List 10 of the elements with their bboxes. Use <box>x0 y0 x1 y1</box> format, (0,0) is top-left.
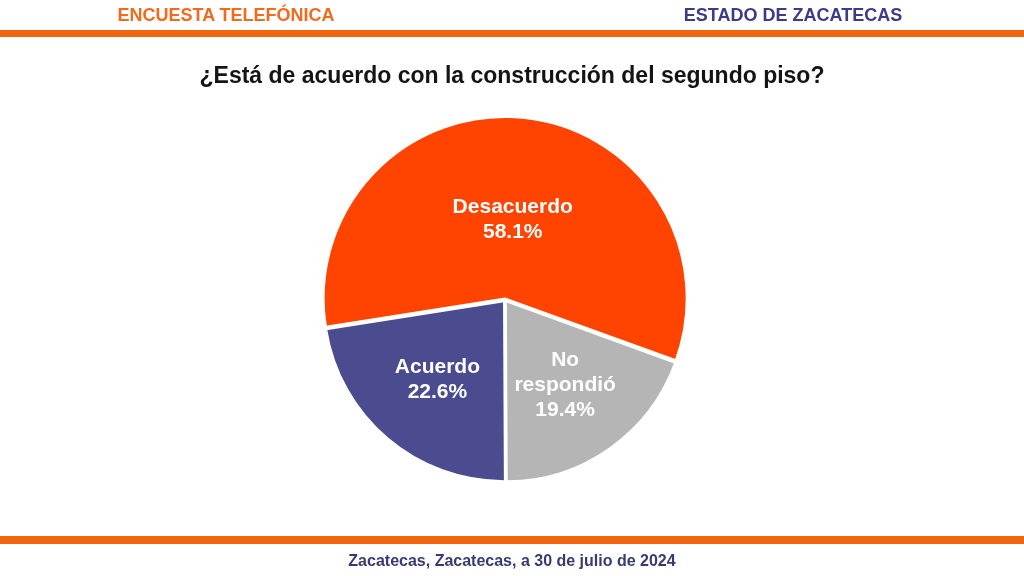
data-label: 19.4% <box>535 397 596 421</box>
slice-label: Acuerdo <box>394 353 480 377</box>
text: ENCUESTA TELEFÓNICA <box>117 5 335 26</box>
slice-label: No respondió <box>514 347 616 396</box>
text: ESTADO DE ZACATECAS <box>683 5 903 26</box>
data-label: 58.1% <box>482 218 543 242</box>
slice-label: Desacuerdo <box>452 193 573 217</box>
chart-title: ¿Está de acuerdo con la construcción del segundo piso? <box>198 62 826 89</box>
text: Zacatecas, Zacatecas, a 30 de julio de 2024 <box>348 552 676 570</box>
data-label: 22.6% <box>407 378 468 402</box>
